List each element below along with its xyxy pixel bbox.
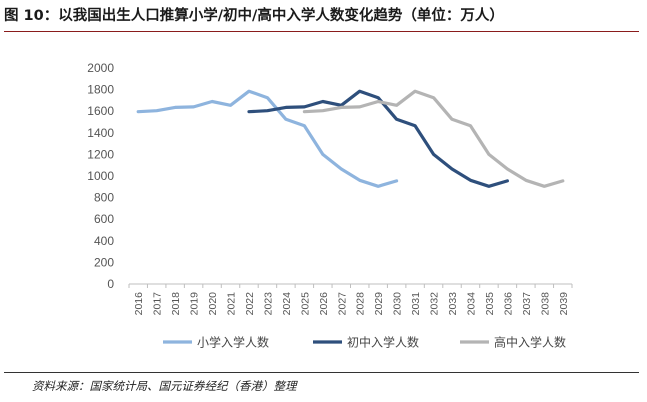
x-tick-label: 2016: [133, 292, 145, 316]
y-tick-label: 2000: [87, 61, 114, 75]
footer-divider: [4, 372, 639, 373]
y-tick-label: 200: [94, 255, 114, 269]
series-line-2: [247, 89, 509, 188]
legend-label: 小学入学人数: [197, 335, 269, 350]
title-divider: [4, 31, 639, 32]
y-tick-label: 1600: [87, 104, 114, 118]
x-tick-label: 2033: [447, 292, 459, 316]
legend-label: 初中入学人数: [347, 335, 419, 350]
x-tick-label: 2039: [558, 292, 570, 316]
x-tick-label: 2038: [539, 292, 551, 316]
x-tick-label: 2024: [281, 292, 293, 316]
legend: 小学入学人数 初中入学人数 高中入学人数: [163, 335, 566, 350]
y-tick-label: 1000: [87, 169, 114, 183]
y-tick-label: 0: [107, 277, 114, 291]
x-tick-label: 2035: [484, 292, 496, 316]
y-tick-label: 600: [94, 212, 114, 226]
series-line-3: [302, 89, 565, 188]
x-tick-label: 2027: [336, 292, 348, 316]
y-tick-label: 1200: [87, 147, 114, 161]
y-axis: 0 200 400 600 800 1000 1200 1400 1600 1800 2000: [87, 61, 114, 291]
x-tick-label: 2036: [502, 292, 514, 316]
line-chart: 0 200 400 600 800 1000 1200 1400 1600 1800 2000 20…: [87, 61, 573, 350]
series-lines: [136, 89, 565, 188]
x-tick-label: 2017: [152, 292, 164, 316]
x-tick-label: 2025: [299, 292, 311, 316]
x-tick-label: 2022: [244, 292, 256, 316]
y-tick-label: 1800: [87, 83, 114, 97]
x-axis: 2016 2017 2018 2019 2020 2021 2022 2023 2024 2025…: [128, 283, 573, 316]
x-tick-label: 2020: [207, 292, 219, 316]
x-tick-label: 2019: [189, 292, 201, 316]
y-tick-label: 1400: [87, 126, 114, 140]
x-tick-label: 2029: [373, 292, 385, 316]
x-tick-label: 2030: [392, 292, 404, 316]
source-note: 资料来源：国家统计局、国元证券经纪（香港）整理: [32, 379, 297, 393]
chart-title: 图 10：以我国出生人口推算小学/初中/高中入学人数变化趋势（单位：万人）: [4, 8, 504, 24]
x-tick-label: 2031: [410, 292, 422, 316]
x-tick-label: 2028: [355, 292, 367, 316]
y-tick-label: 800: [94, 191, 114, 205]
x-tick-label: 2032: [429, 292, 441, 316]
legend-label: 高中入学人数: [494, 335, 566, 350]
x-tick-label: 2037: [521, 292, 533, 316]
x-tick-label: 2018: [170, 292, 182, 316]
series-line-1: [136, 89, 399, 188]
x-tick-label: 2023: [262, 292, 274, 316]
x-tick-label: 2034: [465, 292, 477, 316]
x-tick-label: 2021: [226, 292, 238, 316]
x-tick-label: 2026: [318, 292, 330, 316]
y-tick-label: 400: [94, 234, 114, 248]
